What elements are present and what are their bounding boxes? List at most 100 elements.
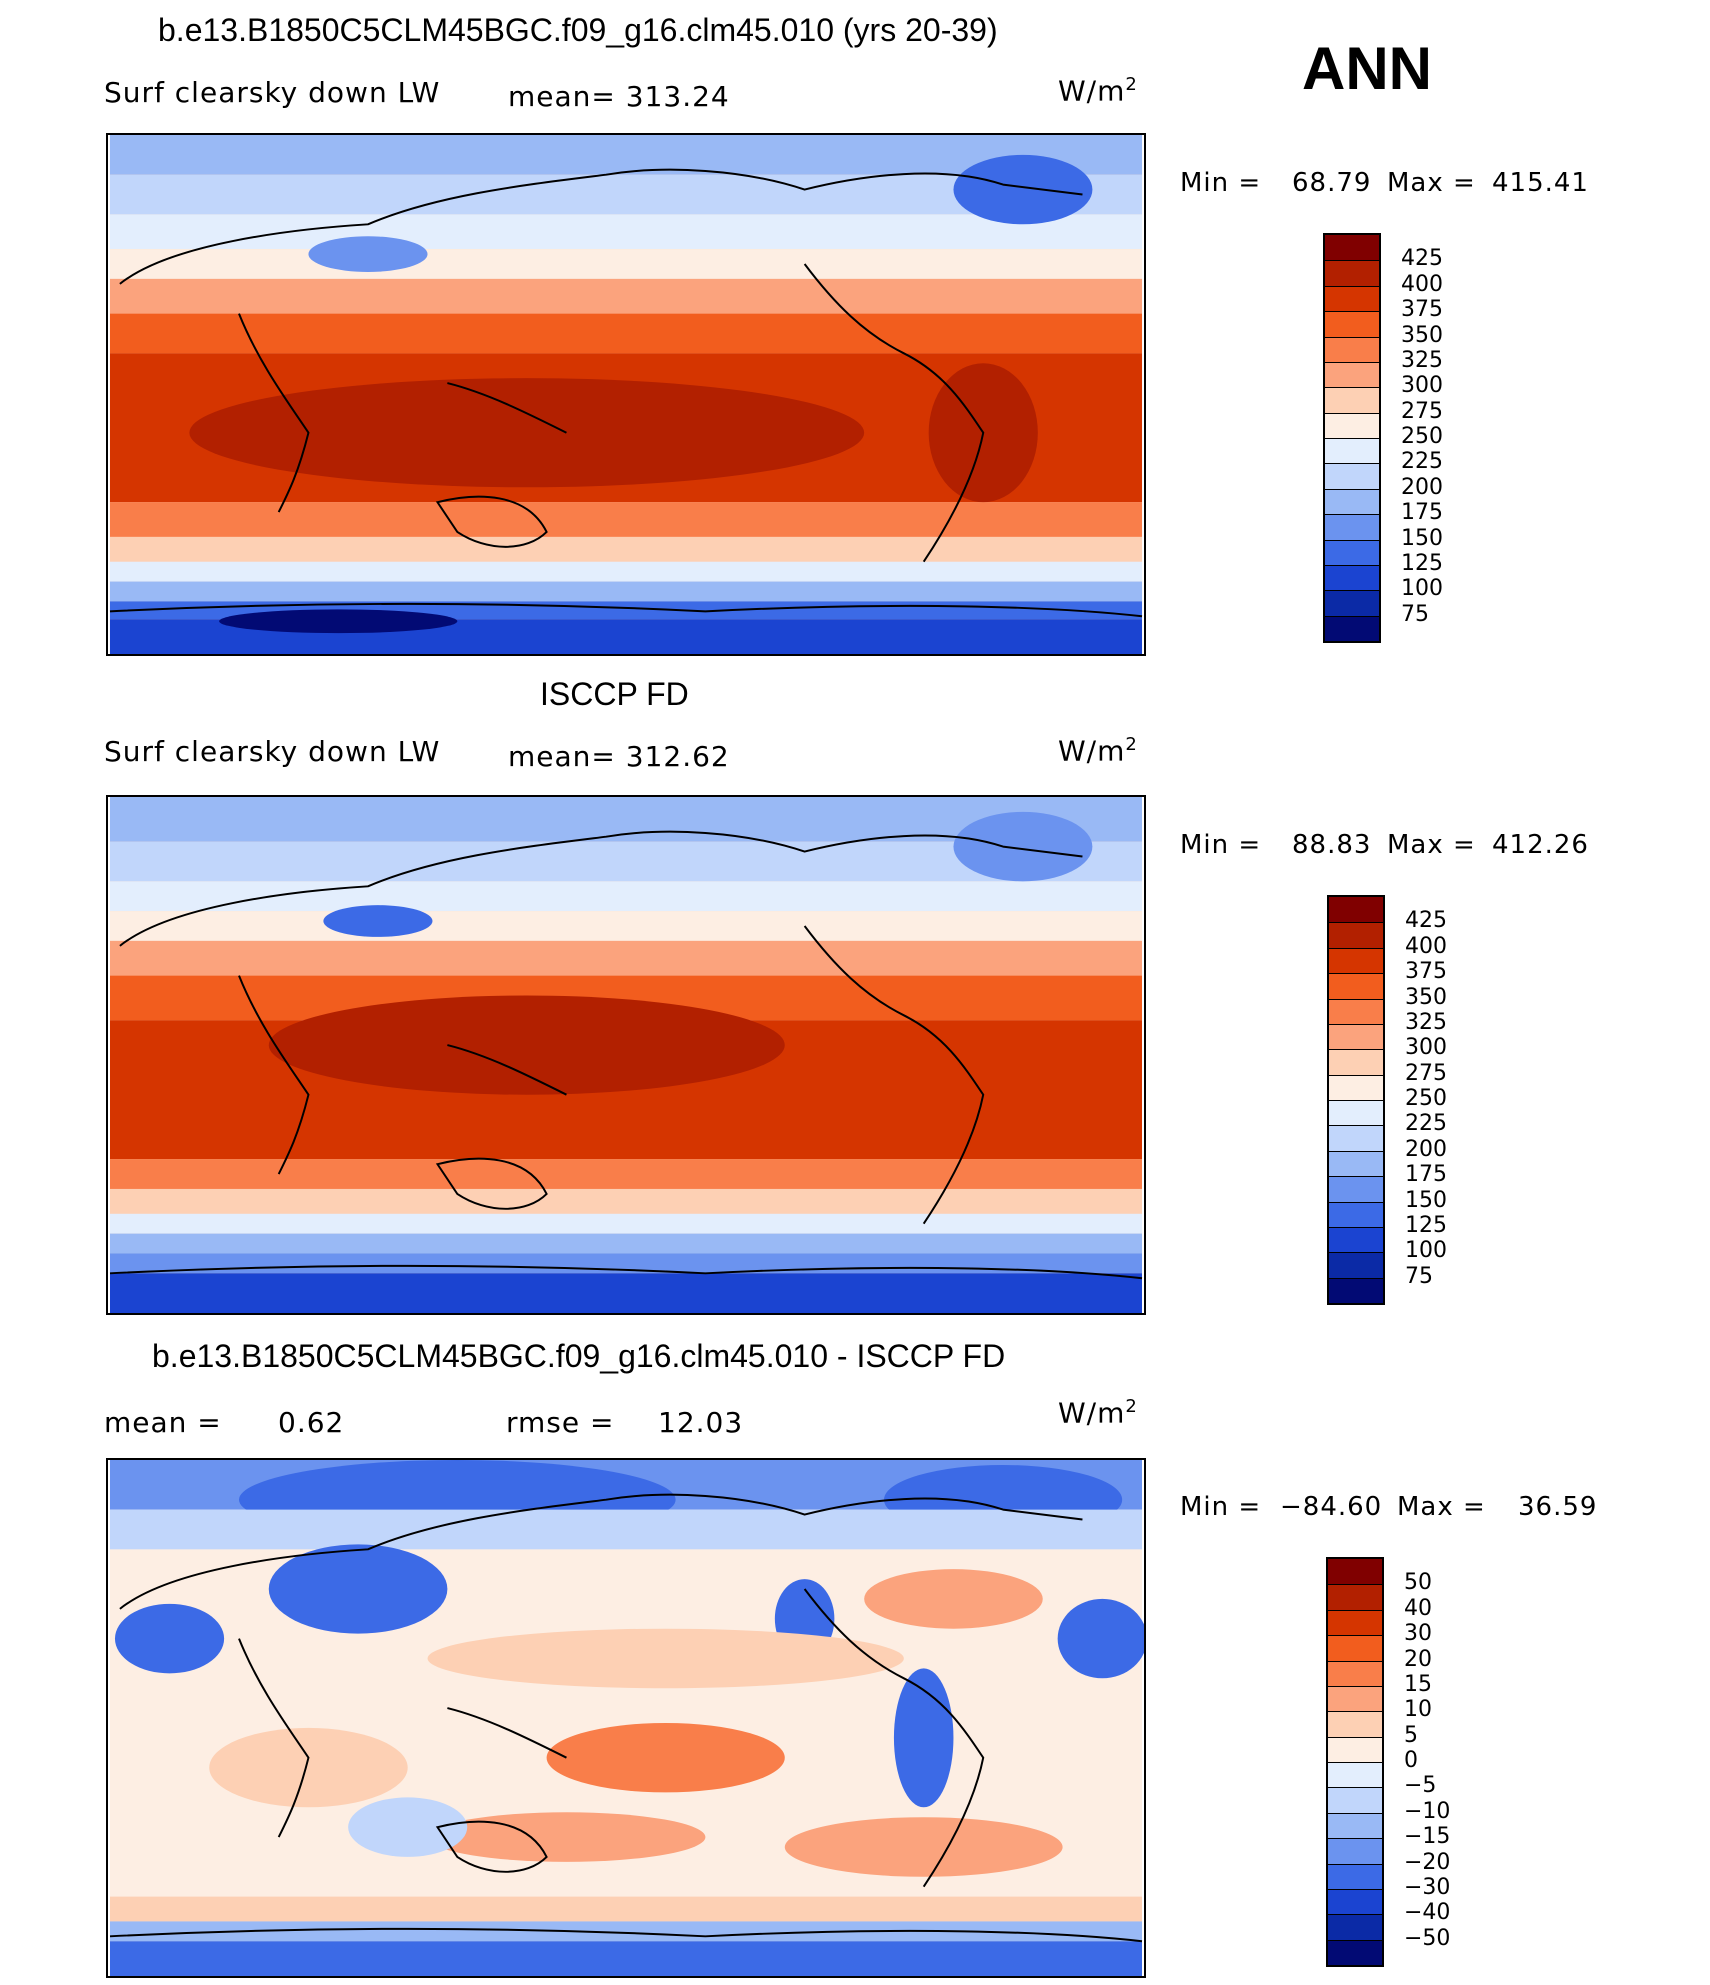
colorbar-tick-label: 50 bbox=[1404, 1570, 1432, 1596]
panel1-map bbox=[106, 133, 1146, 656]
colorbar-tick-label: 300 bbox=[1405, 1035, 1447, 1061]
panel1-mean: mean= 313.24 bbox=[508, 80, 730, 113]
units-exponent: 2 bbox=[1125, 74, 1138, 95]
panel1-variable: Surf clearsky down LW bbox=[104, 76, 441, 109]
colorbar-swatch bbox=[1329, 947, 1383, 974]
colorbar-swatch bbox=[1328, 1609, 1382, 1636]
panel3-map bbox=[106, 1458, 1146, 1978]
colorbar-tick-label: 300 bbox=[1401, 373, 1443, 399]
colorbar-swatch bbox=[1325, 463, 1379, 489]
colorbar-tick-label: −20 bbox=[1404, 1849, 1451, 1875]
colorbar-tick-label: 350 bbox=[1405, 984, 1447, 1010]
colorbar-tick-label: 125 bbox=[1401, 550, 1443, 576]
panel3-map-field bbox=[109, 1460, 1144, 1976]
colorbar-tick-label: 325 bbox=[1405, 1009, 1447, 1035]
colorbar-swatch bbox=[1328, 1660, 1382, 1686]
colorbar-tick-label: 425 bbox=[1401, 246, 1443, 272]
colorbar-tick-label: 400 bbox=[1401, 271, 1443, 297]
colorbar-tick-label: 275 bbox=[1405, 1060, 1447, 1086]
colorbar-swatch bbox=[1329, 1226, 1383, 1253]
panel3-max-label: Max = bbox=[1397, 1492, 1486, 1522]
colorbar-tick-label: 375 bbox=[1401, 297, 1443, 323]
colorbar-swatch bbox=[1329, 1201, 1383, 1227]
colorbar-swatch bbox=[1328, 1685, 1382, 1712]
colorbar-swatch bbox=[1329, 922, 1383, 948]
colorbar-swatch bbox=[1328, 1838, 1382, 1864]
panel2-units: W/m2 bbox=[1058, 734, 1138, 767]
colorbar-swatch bbox=[1328, 1736, 1382, 1762]
colorbar-swatch bbox=[1329, 897, 1383, 923]
colorbar-tick-label: 200 bbox=[1401, 474, 1443, 500]
colorbar-tick-label: −15 bbox=[1404, 1824, 1451, 1850]
panel1-units: W/m2 bbox=[1058, 74, 1138, 107]
units-exponent: 2 bbox=[1125, 1396, 1138, 1417]
units-text: W/m bbox=[1058, 74, 1126, 108]
panel2-min-value: 88.83 bbox=[1292, 830, 1372, 860]
colorbar-swatch bbox=[1328, 1812, 1382, 1839]
panel1-min-label: Min = bbox=[1180, 168, 1262, 198]
colorbar-swatch bbox=[1329, 1252, 1383, 1278]
colorbar-swatch bbox=[1328, 1762, 1382, 1788]
colorbar-tick-label: 325 bbox=[1401, 347, 1443, 373]
panel1-colorbar bbox=[1323, 233, 1381, 643]
colorbar-tick-label: 125 bbox=[1405, 1212, 1447, 1238]
colorbar-swatch bbox=[1325, 615, 1379, 641]
colorbar-tick-label: 175 bbox=[1401, 500, 1443, 526]
colorbar-swatch bbox=[1329, 1125, 1383, 1151]
colorbar-swatch bbox=[1328, 1888, 1382, 1915]
colorbar-tick-label: 30 bbox=[1404, 1621, 1432, 1647]
colorbar-tick-label: −40 bbox=[1404, 1900, 1451, 1926]
colorbar-swatch bbox=[1329, 1049, 1383, 1075]
colorbar-tick-label: 425 bbox=[1405, 908, 1447, 934]
colorbar-tick-label: 75 bbox=[1401, 601, 1429, 627]
colorbar-swatch bbox=[1328, 1584, 1382, 1610]
colorbar-swatch bbox=[1328, 1635, 1382, 1661]
colorbar-swatch bbox=[1325, 539, 1379, 565]
colorbar-swatch bbox=[1329, 1150, 1383, 1177]
panel2-map-field bbox=[109, 797, 1143, 1313]
colorbar-swatch bbox=[1325, 590, 1379, 616]
season-label: ANN bbox=[1302, 35, 1432, 102]
colorbar-tick-label: 250 bbox=[1401, 424, 1443, 449]
colorbar-tick-label: −30 bbox=[1404, 1874, 1451, 1900]
panel1-max-label: Max = bbox=[1387, 168, 1476, 198]
panel3-min-label: Min = bbox=[1180, 1492, 1262, 1522]
colorbar-tick-label: 225 bbox=[1405, 1111, 1447, 1137]
panel1-map-field bbox=[109, 135, 1143, 654]
colorbar-swatch bbox=[1325, 336, 1379, 362]
panel1-min-value: 68.79 bbox=[1292, 168, 1372, 198]
panel1-title: b.e13.B1850C5CLM45BGC.f09_g16.clm45.010 … bbox=[158, 12, 998, 48]
colorbar-tick-label: 20 bbox=[1404, 1646, 1432, 1672]
colorbar-swatch bbox=[1325, 438, 1379, 464]
colorbar-tick-label: −5 bbox=[1404, 1773, 1437, 1799]
panel2-mean: mean= 312.62 bbox=[508, 740, 730, 773]
colorbar-tick-label: 0 bbox=[1404, 1748, 1418, 1773]
colorbar-swatch bbox=[1329, 1074, 1383, 1100]
panel3-title: b.e13.B1850C5CLM45BGC.f09_g16.clm45.010 … bbox=[152, 1338, 1006, 1374]
colorbar-tick-label: 75 bbox=[1405, 1263, 1433, 1289]
colorbar-swatch bbox=[1325, 285, 1379, 312]
panel2-max-label: Max = bbox=[1387, 830, 1476, 860]
colorbar-tick-label: 175 bbox=[1405, 1162, 1447, 1188]
colorbar-swatch bbox=[1325, 412, 1379, 438]
colorbar-tick-label: 400 bbox=[1405, 933, 1447, 959]
colorbar-tick-label: 350 bbox=[1401, 322, 1443, 348]
panel3-rmse-value: 12.03 bbox=[658, 1406, 744, 1439]
colorbar-tick-label: −50 bbox=[1404, 1925, 1451, 1951]
panel3-units: W/m2 bbox=[1058, 1396, 1138, 1429]
colorbar-tick-label: −10 bbox=[1404, 1798, 1451, 1824]
colorbar-swatch bbox=[1325, 387, 1379, 413]
colorbar-swatch bbox=[1328, 1863, 1382, 1889]
panel3-rmse-label: rmse = bbox=[506, 1406, 615, 1439]
colorbar-swatch bbox=[1329, 998, 1383, 1024]
panel2-title: ISCCP FD bbox=[540, 676, 689, 712]
panel1-max-value: 415.41 bbox=[1492, 168, 1589, 198]
colorbar-swatch bbox=[1328, 1711, 1382, 1737]
colorbar-swatch bbox=[1325, 361, 1379, 388]
colorbar-swatch bbox=[1328, 1914, 1382, 1940]
colorbar-tick-label: 100 bbox=[1405, 1238, 1447, 1264]
panel2-variable: Surf clearsky down LW bbox=[104, 735, 441, 768]
panel3-colorbar bbox=[1326, 1557, 1384, 1967]
colorbar-tick-label: 40 bbox=[1404, 1595, 1432, 1621]
colorbar-swatch bbox=[1329, 1100, 1383, 1126]
